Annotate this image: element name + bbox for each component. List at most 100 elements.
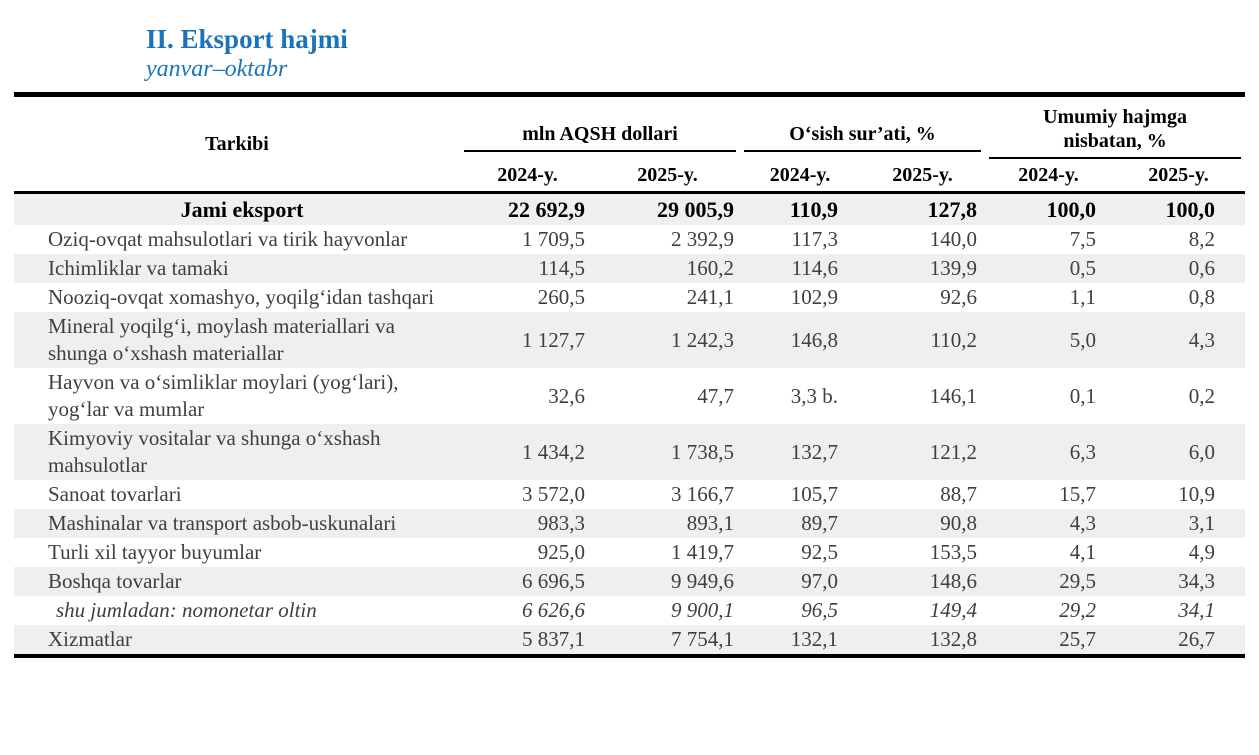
table-row: Ichimliklar va tamaki 114,5 160,2 114,6 139,… — [14, 254, 1246, 283]
year-header-share-2024: 2024-y. — [985, 159, 1113, 194]
cell-value: 149,4 — [929, 598, 978, 622]
cell-value: 4,1 — [1069, 540, 1097, 564]
year-header-row: 2024-y. 2025-y. 2024-y. 2025-y. 2024-y. … — [14, 159, 1246, 194]
cell-value: 1 738,5 — [671, 439, 734, 464]
cell-value: 114,6 — [791, 256, 838, 280]
cell-value: 3 572,0 — [522, 482, 585, 506]
cell-value: 25,7 — [1059, 627, 1097, 651]
cell-value: 260,5 — [537, 285, 585, 309]
cell-value: 92,6 — [940, 285, 978, 309]
cell-value: 110,2 — [930, 327, 978, 352]
document-subtitle: yanvar–oktabr — [146, 56, 288, 82]
cell-value: 1 127,7 — [522, 327, 585, 352]
cell-value: 110,9 — [789, 197, 838, 222]
cell-value: 97,0 — [801, 569, 838, 593]
page: II. Eksport hajmi yanvar–oktabr Tarkibi … — [0, 24, 1259, 755]
cell-value: 89,7 — [801, 511, 838, 535]
cell-value: 0,2 — [1188, 383, 1216, 408]
export-table: Tarkibi mln AQSH dollari O‘sish sur’ati,… — [14, 92, 1246, 658]
cell-value: 1 709,5 — [522, 227, 585, 251]
year-header-growth-2025: 2025-y. — [860, 159, 986, 194]
row-label: Jami eksport — [180, 197, 304, 222]
column-group-mln-usd-label: mln AQSH dollari — [464, 120, 736, 152]
column-group-share-of-total-label: Umumiy hajmga nisbatan, % — [1043, 106, 1187, 152]
cell-value: 47,7 — [697, 383, 734, 408]
cell-value: 5 837,1 — [522, 627, 585, 651]
cell-value: 121,2 — [929, 439, 978, 464]
row-label: Nooziq-ovqat xomashyo, yoqilg‘idan tashq… — [48, 285, 435, 309]
cell-value: 146,8 — [790, 327, 838, 352]
cell-value: 100,0 — [1165, 197, 1216, 222]
year-header-share-2025: 2025-y. — [1112, 159, 1246, 194]
row-label: Sanoat tovarlari — [48, 482, 182, 506]
cell-value: 4,9 — [1188, 540, 1216, 564]
row-label: Oziq-ovqat mahsulotlari va tirik hayvonl… — [48, 227, 408, 251]
table-row: Sanoat tovarlari 3 572,0 3 166,7 105,7 88,7 1… — [14, 480, 1245, 509]
cell-value: 153,5 — [929, 540, 978, 564]
cell-value: 4,3 — [1188, 327, 1216, 352]
cell-value: 146,1 — [929, 383, 978, 408]
table-row: Hayvon va o‘simliklar moylari (yog‘lari)… — [14, 368, 1245, 424]
year-header-mln-2025: 2025-y. — [595, 159, 740, 194]
cell-value: 10,9 — [1178, 482, 1216, 506]
cell-value: 8,2 — [1188, 227, 1216, 251]
cell-value: 26,7 — [1178, 627, 1216, 651]
cell-value: 102,9 — [790, 285, 838, 309]
row-label: Turli xil tayyor buyumlar — [48, 540, 262, 564]
row-label: Kimyoviy vositalar va shunga o‘xshash ma… — [48, 426, 381, 477]
row-label: Boshqa tovarlar — [48, 569, 182, 593]
cell-value: 92,5 — [801, 540, 838, 564]
cell-value: 6,0 — [1188, 439, 1216, 464]
cell-value: 105,7 — [790, 482, 838, 506]
cell-value: 241,1 — [686, 285, 734, 309]
cell-value: 127,8 — [927, 197, 978, 222]
cell-value: 15,7 — [1059, 482, 1097, 506]
table-row: Boshqa tovarlar 6 696,5 9 949,6 97,0 148,6 29… — [14, 567, 1246, 596]
row-label: Mashinalar va transport asbob-uskunalari — [48, 511, 397, 535]
table-row: Turli xil tayyor buyumlar 925,0 1 419,7 92,… — [14, 538, 1245, 567]
cell-value: 32,6 — [548, 383, 585, 408]
row-label: Ichimliklar va tamaki — [48, 256, 229, 280]
cell-value: 29,5 — [1059, 569, 1097, 593]
cell-value: 0,5 — [1069, 256, 1097, 280]
document-title: II. Eksport hajmi — [146, 24, 348, 54]
year-header-growth-2024: 2024-y. — [740, 159, 860, 194]
cell-value: 29 005,9 — [657, 197, 734, 222]
cell-value: 925,0 — [537, 540, 585, 564]
cell-value: 3 166,7 — [671, 482, 734, 506]
column-header-tarkibi: Tarkibi — [14, 94, 460, 194]
table-row: Kimyoviy vositalar va shunga o‘xshash ma… — [14, 424, 1246, 480]
group-header-row: Tarkibi mln AQSH dollari O‘sish sur’ati,… — [14, 94, 1245, 194]
table-row: Xizmatlar 5 837,1 7 754,1 132,1 132,8 25,7 26,… — [14, 625, 1246, 656]
table-header: Tarkibi mln AQSH dollari O‘sish sur’ati,… — [14, 94, 1246, 194]
table-row: Mineral yoqilg‘i, moylash materiallari v… — [14, 312, 1246, 368]
cell-value: 9 900,1 — [671, 598, 734, 622]
table-row: Nooziq-ovqat xomashyo, yoqilg‘idan tashq… — [14, 283, 1245, 312]
column-group-share-of-total: Umumiy hajmga nisbatan, % — [985, 95, 1245, 159]
cell-value: 4,3 — [1069, 511, 1097, 535]
cell-value: 148,6 — [929, 569, 978, 593]
cell-value: 9 949,6 — [671, 569, 734, 593]
cell-value: 117,3 — [791, 227, 838, 251]
cell-value: 114,5 — [538, 256, 585, 280]
table-row: Oziq-ovqat mahsulotlari va tirik hayvonl… — [14, 225, 1245, 254]
cell-value: 1,1 — [1069, 285, 1097, 309]
cell-value: 7,5 — [1069, 227, 1097, 251]
cell-value: 5,0 — [1069, 327, 1097, 352]
cell-value: 7 754,1 — [671, 627, 734, 651]
cell-value: 29,2 — [1059, 598, 1097, 622]
column-group-growth-rate-label: O‘sish sur’ati, % — [744, 120, 982, 152]
row-label: Hayvon va o‘simliklar moylari (yog‘lari)… — [48, 370, 399, 421]
cell-value: 6,3 — [1069, 439, 1097, 464]
cell-value: 34,1 — [1178, 598, 1216, 622]
cell-value: 2 392,9 — [671, 227, 734, 251]
cell-value: 0,6 — [1188, 256, 1216, 280]
table-row: shu jumladan: nomonetar oltin 6 626,6 9 90… — [14, 596, 1245, 625]
cell-value: 100,0 — [1046, 197, 1097, 222]
row-label: shu jumladan: nomonetar oltin — [56, 598, 317, 622]
cell-value: 3,1 — [1188, 511, 1216, 535]
cell-value: 90,8 — [940, 511, 978, 535]
cell-value: 132,7 — [790, 439, 838, 464]
cell-value: 3,3 b. — [790, 383, 838, 408]
cell-value: 6 626,6 — [522, 598, 585, 622]
